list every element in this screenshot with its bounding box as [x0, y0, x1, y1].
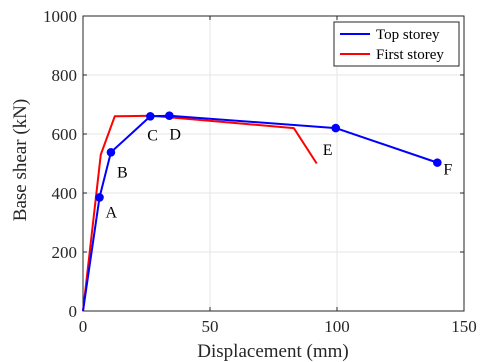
x-tick-label: 100 [324, 317, 350, 336]
y-tick-label: 0 [69, 302, 78, 321]
data-point-top-storey [146, 112, 155, 121]
point-label-d: D [169, 127, 181, 144]
x-tick-label: 50 [202, 317, 219, 336]
point-label-c: C [147, 127, 158, 144]
data-point-top-storey [95, 193, 104, 202]
point-label-a: A [106, 204, 118, 221]
plot-series [82, 111, 442, 312]
data-point-top-storey [165, 111, 174, 121]
point-label-f: F [443, 162, 452, 179]
x-tick-label: 150 [451, 317, 477, 336]
point-label-e: E [323, 142, 333, 159]
y-tick-label: 600 [52, 125, 78, 144]
y-axis-label: Base shear (kN) [10, 99, 31, 221]
legend-label: Top storey [376, 27, 440, 43]
legend-label: First storey [376, 47, 444, 63]
y-tick-label: 1000 [43, 7, 77, 26]
point-labels: A B C D E F [106, 127, 453, 222]
data-point-top-storey [331, 123, 341, 133]
y-tick-label: 400 [52, 184, 78, 203]
axes: 0 50 100 150 0 200 400 600 800 1000 [43, 7, 477, 336]
y-tick-label: 800 [52, 66, 78, 85]
x-axis-label: Displacement (mm) [197, 341, 348, 362]
x-tick-label: 0 [79, 317, 88, 336]
plot-frame [82, 15, 465, 312]
y-tick-label: 200 [52, 243, 78, 262]
legend-box [333, 21, 460, 67]
data-point-top-storey [106, 147, 116, 157]
point-label-b: B [117, 164, 128, 181]
series-line-first-storey [82, 114, 318, 312]
data-point-top-storey [433, 158, 442, 167]
legend: Top storey First storey [333, 21, 460, 67]
